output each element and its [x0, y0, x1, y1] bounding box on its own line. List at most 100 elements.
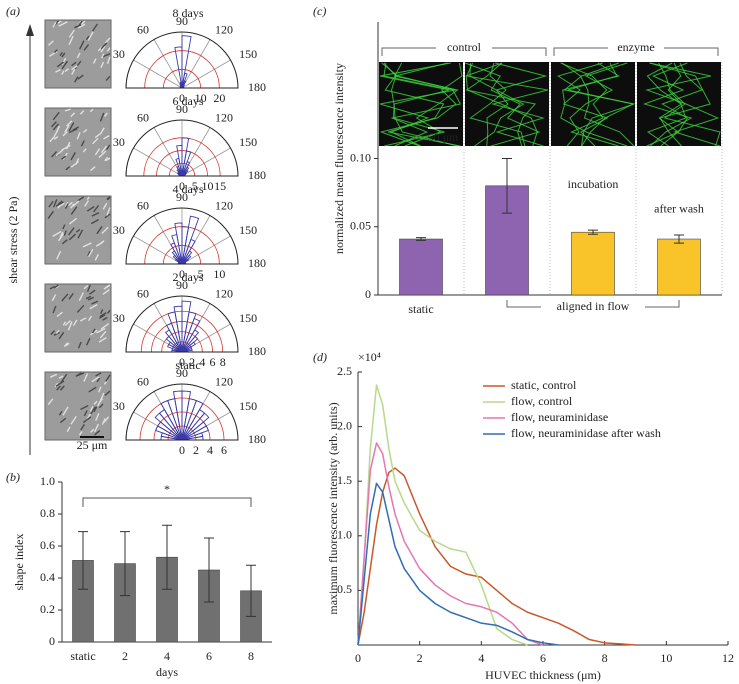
cell-texture — [51, 294, 57, 302]
cell-texture — [84, 200, 89, 207]
cell-texture — [56, 385, 62, 391]
cell-texture — [105, 157, 111, 162]
cell-texture — [91, 300, 99, 305]
cell-texture — [88, 386, 97, 393]
rose-bar — [181, 341, 196, 353]
category-label: static — [70, 649, 95, 663]
cell-texture — [49, 373, 58, 378]
radial-tick-label: 6 — [210, 355, 216, 369]
line-series — [357, 442, 544, 646]
rose-bar — [181, 329, 199, 353]
cell-border — [556, 62, 609, 147]
cell-texture — [80, 423, 85, 431]
cell-texture — [50, 121, 57, 128]
cell-texture — [47, 210, 54, 219]
cell-texture — [96, 377, 101, 383]
cell-texture — [76, 304, 85, 313]
rose-bar — [181, 161, 191, 177]
cell-texture — [87, 31, 94, 41]
error-bar — [674, 234, 684, 244]
cell-texture — [53, 130, 59, 137]
y-axis-label: normalized mean fluorescence intensity — [332, 63, 346, 254]
cell-texture — [74, 60, 82, 70]
cell-texture — [72, 126, 79, 131]
cell-texture — [106, 196, 111, 200]
group-bracket — [381, 47, 547, 56]
bar — [571, 231, 615, 296]
panel-label: (c) — [313, 4, 326, 18]
cell-texture — [84, 416, 92, 422]
theta-tick-label: 60 — [137, 111, 149, 125]
radial-tick-label: 15 — [214, 179, 226, 193]
y-axis-label: shear stress (2 Pa) — [6, 197, 20, 284]
theta-tick-label: 90 — [176, 190, 188, 204]
cell-texture — [68, 35, 74, 45]
cell-texture — [50, 330, 56, 336]
group-bracket — [553, 47, 719, 56]
x-tick-label: 6 — [540, 651, 546, 665]
rose-bar — [181, 347, 193, 353]
cell-texture — [78, 23, 86, 29]
cell-texture — [104, 112, 108, 117]
legend-label: flow, neuraminidase — [511, 410, 608, 424]
cell-texture — [68, 29, 75, 38]
cell-texture — [78, 292, 84, 302]
line-series — [357, 384, 528, 646]
line-series — [357, 467, 636, 646]
cell-texture — [80, 20, 86, 25]
x-axis-label: days — [156, 665, 178, 679]
cell-texture — [99, 314, 106, 319]
theta-tick-label: 90 — [176, 366, 188, 380]
panel-label: (b) — [6, 470, 20, 484]
theta-grid-line — [181, 39, 211, 89]
category-label: incubation — [568, 177, 619, 191]
y-tick-label: 0.05 — [350, 219, 371, 233]
radial-tick-label: 5 — [198, 267, 204, 281]
cell-texture — [105, 374, 111, 382]
cell-texture — [66, 120, 73, 127]
cell-texture — [75, 228, 81, 233]
rose-bar — [181, 166, 190, 177]
theta-tick-label: 120 — [215, 287, 233, 301]
cell-texture — [56, 125, 61, 132]
rose-bar — [181, 425, 209, 441]
cell-texture — [72, 319, 78, 326]
error-bar — [162, 524, 172, 590]
panel-label: (d) — [313, 350, 327, 364]
cell-texture — [70, 161, 79, 168]
cell-border — [474, 62, 548, 147]
cell-texture — [91, 23, 98, 32]
theta-grid-line — [133, 235, 183, 265]
cell-texture — [72, 200, 80, 207]
rose-bar — [181, 412, 210, 441]
radial-tick-label: 2 — [189, 355, 195, 369]
cell-texture — [60, 385, 65, 391]
cell-border — [566, 62, 628, 147]
cell-texture — [64, 68, 69, 72]
cell-border — [465, 62, 537, 147]
cell-texture — [80, 405, 89, 410]
cell-texture — [59, 51, 63, 57]
rose-bar — [181, 72, 188, 89]
cell-texture — [96, 327, 106, 334]
cell-texture — [70, 203, 75, 209]
polar-title: 2 days — [173, 270, 204, 284]
cell-texture — [92, 137, 99, 145]
bar — [399, 238, 443, 296]
cell-border — [642, 62, 693, 147]
cell-texture — [65, 166, 71, 171]
rose-bar — [181, 238, 196, 265]
rose-bar — [181, 390, 192, 441]
cell-texture — [49, 135, 56, 143]
cell-texture — [54, 49, 58, 54]
cell-texture — [106, 47, 111, 52]
cell-texture — [83, 410, 88, 417]
cell-texture — [52, 21, 57, 28]
cell-texture — [48, 200, 54, 208]
cell-texture — [95, 413, 100, 421]
cell-texture — [98, 403, 104, 409]
cell-texture — [71, 61, 77, 67]
cell-texture — [102, 288, 110, 295]
cell-texture — [94, 148, 101, 156]
